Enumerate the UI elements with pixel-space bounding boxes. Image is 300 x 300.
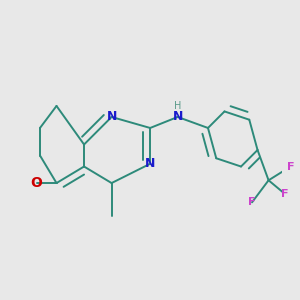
Text: F: F xyxy=(281,189,289,199)
Text: N: N xyxy=(172,110,183,124)
Text: N: N xyxy=(145,157,155,170)
Text: N: N xyxy=(106,110,117,124)
Text: H: H xyxy=(174,101,182,111)
Text: F: F xyxy=(248,197,256,207)
Text: F: F xyxy=(287,161,294,172)
Text: O: O xyxy=(30,176,42,190)
